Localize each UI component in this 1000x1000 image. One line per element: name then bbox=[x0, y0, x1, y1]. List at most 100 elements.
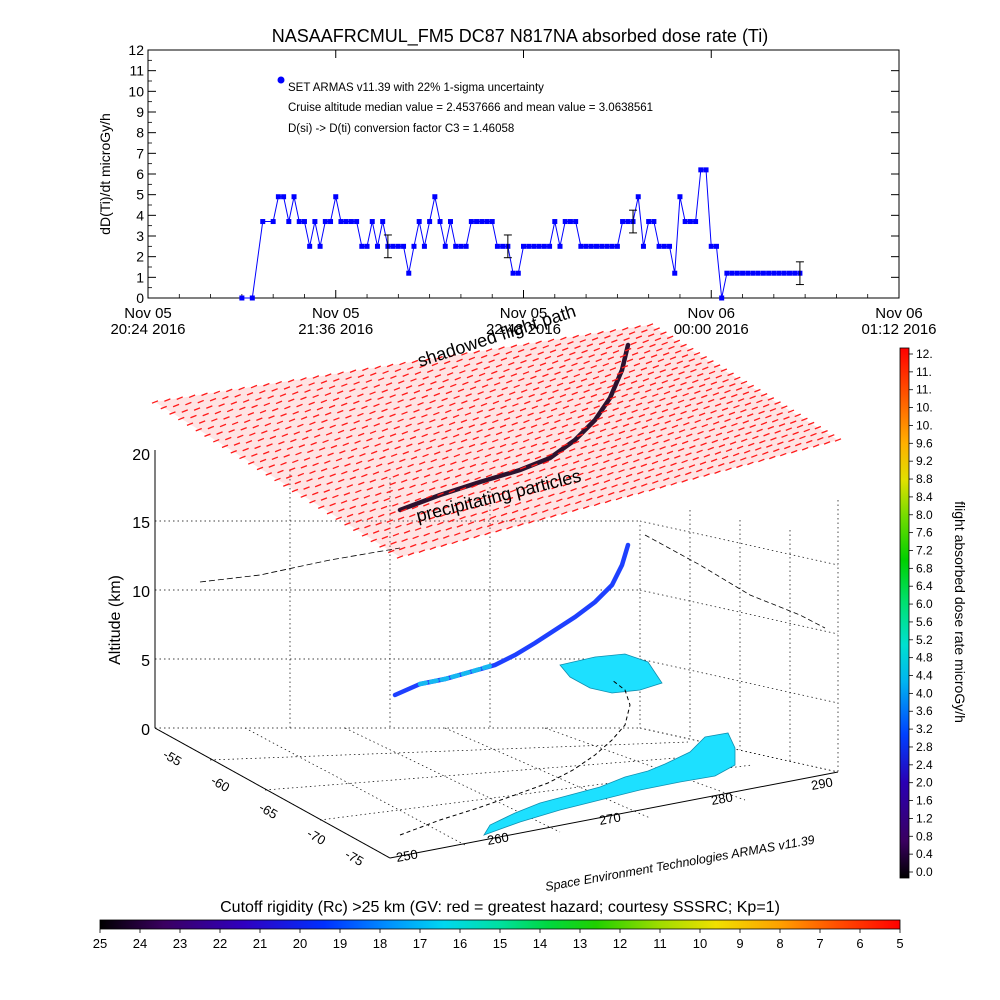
hazard-hatch bbox=[738, 427, 745, 431]
hazard-hatch bbox=[640, 367, 648, 371]
hazard-hatch bbox=[717, 385, 724, 390]
hazard-hatch bbox=[504, 398, 512, 402]
hazard-hatch bbox=[644, 456, 651, 460]
hazard-hatch bbox=[550, 407, 558, 412]
hazard-hatch bbox=[515, 366, 522, 371]
hazard-hatch bbox=[188, 394, 196, 399]
hazard-hatch bbox=[486, 377, 493, 381]
hazard-hatch bbox=[728, 411, 736, 416]
hazard-hatch bbox=[349, 505, 356, 510]
hazard-hatch bbox=[238, 386, 245, 391]
hazard-hatch bbox=[461, 458, 469, 463]
hazard-hatch bbox=[674, 436, 682, 440]
hazard-hatch bbox=[429, 399, 436, 404]
dose-tick-label: 0.8 bbox=[916, 829, 933, 843]
rc-tick-label: 14 bbox=[533, 936, 547, 951]
hazard-hatch bbox=[459, 487, 467, 491]
hazard-hatch bbox=[648, 487, 656, 492]
hazard-hatch bbox=[370, 538, 377, 543]
hazard-hatch bbox=[377, 396, 384, 400]
dose-tick-label: 9.2 bbox=[916, 454, 933, 468]
hazard-hatch bbox=[305, 429, 313, 433]
ground-track bbox=[399, 679, 631, 836]
hazard-hatch bbox=[783, 416, 790, 420]
hazard-hatch bbox=[686, 433, 693, 438]
hazard-hatch bbox=[635, 402, 643, 407]
hazard-hatch bbox=[333, 378, 340, 382]
hazard-hatch bbox=[463, 479, 470, 483]
dose-rate-point bbox=[760, 270, 766, 276]
hazard-hatch bbox=[329, 473, 336, 477]
hazard-hatch bbox=[448, 489, 456, 494]
hazard-hatch bbox=[198, 420, 206, 424]
hazard-hatch bbox=[409, 416, 416, 420]
hazard-hatch bbox=[222, 395, 229, 400]
hazard-hatch bbox=[575, 500, 582, 505]
rc-colorbar-fill bbox=[99, 919, 901, 930]
hazard-hatch bbox=[389, 511, 396, 515]
hazard-hatch bbox=[361, 533, 369, 537]
dose-rate-point bbox=[260, 219, 266, 225]
hazard-hatch bbox=[466, 374, 474, 379]
dose-rate-point bbox=[578, 243, 584, 249]
hazard-hatch bbox=[413, 390, 421, 394]
rc-tick-label: 12 bbox=[613, 936, 627, 951]
hazard-hatch bbox=[581, 485, 588, 489]
dose-rate-point bbox=[583, 243, 589, 249]
hazard-hatch bbox=[549, 378, 557, 382]
hazard-hatch bbox=[355, 489, 362, 494]
hazard-hatch bbox=[656, 386, 664, 391]
hazard-hatch bbox=[500, 463, 508, 468]
hazard-hatch bbox=[461, 352, 468, 356]
rc-tick-label: 5 bbox=[896, 936, 903, 951]
hazard-hatch bbox=[437, 424, 444, 428]
hazard-hatch bbox=[483, 366, 491, 370]
hazard-hatch bbox=[681, 479, 688, 483]
hazard-hatch bbox=[735, 387, 743, 391]
hazard-hatch bbox=[341, 470, 348, 475]
hazard-hatch bbox=[556, 382, 564, 387]
hazard-hatch bbox=[338, 508, 345, 512]
hazard-hatch bbox=[578, 492, 585, 497]
hazard-hatch bbox=[326, 481, 333, 485]
hazard-hatch bbox=[726, 429, 734, 434]
hazard-hatch bbox=[568, 380, 576, 384]
dose-tick-label: 5.6 bbox=[916, 615, 933, 629]
hazard-hatch bbox=[425, 495, 433, 499]
hazard-hatch bbox=[637, 384, 645, 389]
hazard-hatch bbox=[576, 356, 583, 360]
dose-rate-point bbox=[369, 219, 375, 225]
hazard-hatch bbox=[656, 347, 663, 352]
hazard-hatch bbox=[413, 409, 420, 413]
hazard-hatch bbox=[394, 368, 402, 373]
hazard-hatch bbox=[663, 390, 671, 395]
hazard-hatch bbox=[316, 387, 324, 391]
hazard-hatch bbox=[459, 370, 466, 374]
dose-tick-label: 6.8 bbox=[916, 561, 933, 575]
hazard-hatch bbox=[674, 474, 681, 479]
hazard-hatch bbox=[534, 455, 542, 460]
hazard-hatch bbox=[332, 494, 339, 499]
hazard-hatch bbox=[304, 408, 312, 413]
hazard-hatch bbox=[707, 398, 715, 403]
hazard-hatch bbox=[435, 471, 442, 476]
hazard-hatch bbox=[520, 359, 527, 364]
dose-tick-label: 12. bbox=[916, 347, 933, 361]
hazard-hatch bbox=[437, 521, 444, 526]
hazard-hatch bbox=[377, 435, 385, 440]
top-y-axis-label: dD(Ti)/dt microGy/h bbox=[97, 113, 113, 235]
dose-rate-point bbox=[661, 243, 667, 249]
hazard-hatch bbox=[499, 424, 507, 428]
hazard-hatch bbox=[619, 354, 627, 358]
hazard-hatch bbox=[257, 437, 265, 442]
y-tick-label: 8 bbox=[136, 125, 144, 141]
hazard-hatch bbox=[803, 428, 810, 433]
hazard-hatch bbox=[402, 451, 410, 455]
hazard-hatch bbox=[727, 372, 734, 377]
hazard-hatch bbox=[300, 377, 307, 381]
hazard-hatch bbox=[533, 504, 541, 508]
hazard-hatch bbox=[481, 510, 489, 515]
hazard-hatch bbox=[677, 447, 685, 452]
hazard-hatch bbox=[473, 505, 480, 509]
